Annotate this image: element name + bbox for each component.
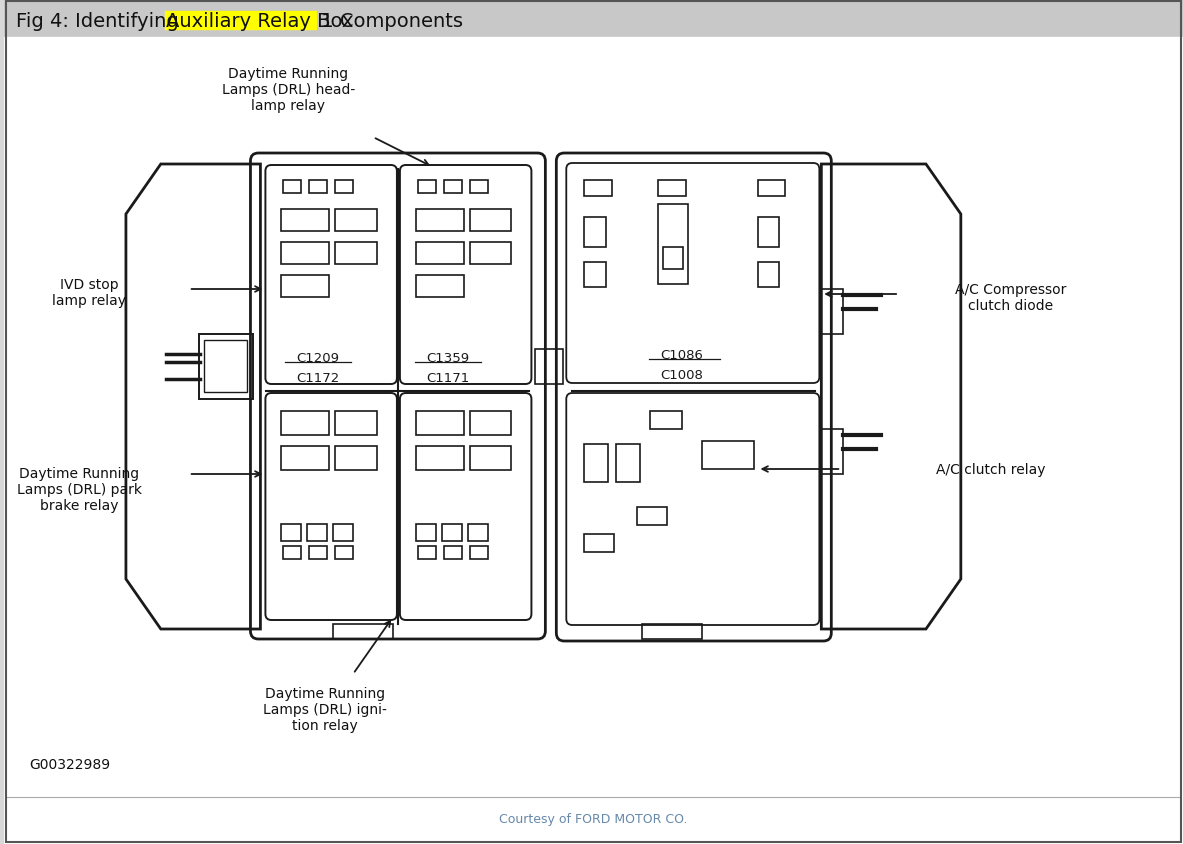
Bar [649, 412, 681, 430]
Text: Daytime Running
Lamps (DRL) park
brake relay: Daytime Running Lamps (DRL) park brake r… [17, 466, 142, 512]
Text: Courtesy of FORD MOTOR CO.: Courtesy of FORD MOTOR CO. [499, 813, 687, 825]
Bar [308, 524, 328, 541]
Bar [335, 210, 377, 232]
Bar [470, 546, 487, 560]
Bar [5, 0, 1183, 38]
Text: C1086: C1086 [660, 348, 704, 361]
Text: C1172: C1172 [297, 371, 340, 384]
Bar [821, 430, 843, 474]
Bar [164, 12, 316, 30]
Text: A/C clutch relay: A/C clutch relay [936, 463, 1046, 476]
Bar [282, 524, 302, 541]
Text: C1008: C1008 [660, 368, 704, 381]
Bar [470, 210, 511, 232]
Bar [658, 205, 687, 284]
Bar [282, 446, 329, 470]
Bar [418, 546, 435, 560]
Text: Daytime Running
Lamps (DRL) head-
lamp relay: Daytime Running Lamps (DRL) head- lamp r… [221, 67, 355, 113]
Text: Fig 4: Identifying: Fig 4: Identifying [17, 12, 186, 30]
Bar [470, 446, 511, 470]
Bar [444, 181, 461, 194]
Bar [334, 524, 353, 541]
Text: 1 Components: 1 Components [316, 12, 464, 30]
Text: Auxiliary Relay Box: Auxiliary Relay Box [166, 12, 354, 30]
Bar [441, 524, 461, 541]
Bar [662, 247, 683, 270]
Bar [416, 446, 464, 470]
Bar [199, 334, 253, 399]
Bar [444, 546, 461, 560]
Bar [335, 181, 353, 194]
Bar [470, 243, 511, 265]
Bar [418, 181, 435, 194]
Bar [821, 289, 843, 334]
Bar [467, 524, 487, 541]
Bar [584, 181, 612, 197]
Bar [282, 412, 329, 436]
Bar [470, 181, 487, 194]
Bar [616, 445, 640, 483]
Text: C1171: C1171 [426, 371, 470, 384]
Bar [284, 181, 302, 194]
Polygon shape [821, 165, 961, 630]
Bar [536, 349, 563, 385]
Bar [282, 243, 329, 265]
Text: Daytime Running
Lamps (DRL) igni-
tion relay: Daytime Running Lamps (DRL) igni- tion r… [264, 686, 387, 733]
Bar [309, 181, 328, 194]
Bar [470, 412, 511, 436]
Text: IVD stop
lamp relay: IVD stop lamp relay [52, 278, 127, 308]
Bar [658, 181, 686, 197]
Bar [757, 262, 780, 288]
Bar [335, 412, 377, 436]
Text: G00322989: G00322989 [30, 757, 110, 771]
Bar [702, 441, 754, 469]
Bar [636, 507, 667, 525]
Bar [309, 546, 328, 560]
Bar [335, 446, 377, 470]
Bar [334, 625, 393, 639]
Bar [584, 218, 606, 247]
Bar [416, 524, 435, 541]
Text: C1359: C1359 [426, 351, 470, 364]
Bar [757, 181, 786, 197]
Bar [335, 243, 377, 265]
Bar [416, 276, 464, 298]
Text: A/C Compressor
clutch diode: A/C Compressor clutch diode [955, 283, 1066, 313]
Bar [203, 341, 247, 392]
Bar [416, 210, 464, 232]
Bar [284, 546, 302, 560]
Bar [584, 534, 614, 552]
Bar [584, 262, 606, 288]
Bar [282, 210, 329, 232]
Bar [416, 412, 464, 436]
Bar [642, 625, 702, 639]
Text: C1209: C1209 [297, 351, 340, 364]
Polygon shape [125, 165, 260, 630]
Bar [282, 276, 329, 298]
Bar [584, 445, 608, 483]
Bar [416, 243, 464, 265]
Bar [757, 218, 780, 247]
Bar [335, 546, 353, 560]
